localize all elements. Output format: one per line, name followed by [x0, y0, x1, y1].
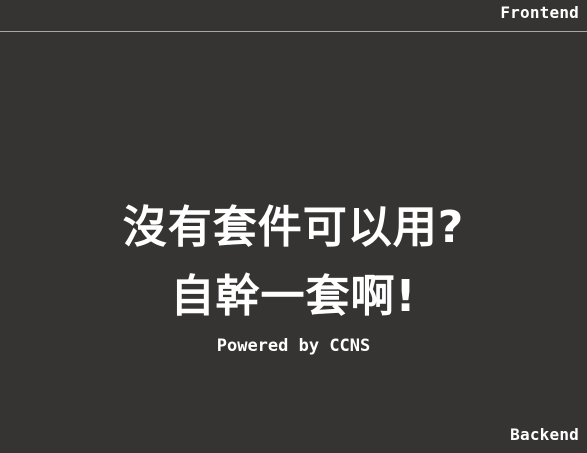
powered-by-subtitle: Powered by CCNS: [216, 336, 371, 356]
headline-line-2: 自幹一套啊!: [170, 271, 417, 322]
backend-label: Backend: [510, 425, 579, 444]
headline-line-1: 沒有套件可以用?: [122, 202, 465, 253]
frontend-label: Frontend: [500, 3, 579, 22]
top-divider: [0, 31, 587, 32]
